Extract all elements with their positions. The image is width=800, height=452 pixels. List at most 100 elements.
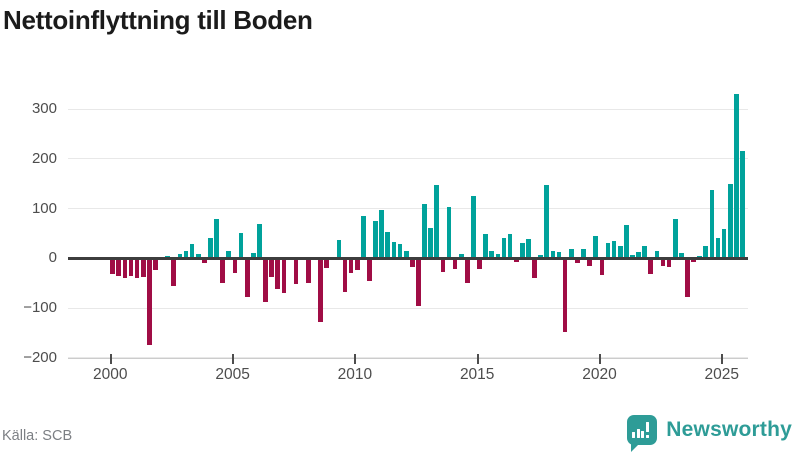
bar — [666, 258, 672, 267]
bar — [434, 184, 440, 259]
bar — [220, 258, 226, 283]
bar — [238, 233, 244, 259]
bar — [416, 258, 421, 306]
y-tick-label: 200 — [31, 149, 57, 167]
bar — [452, 258, 458, 270]
bar — [740, 151, 745, 259]
bar — [214, 218, 219, 259]
bar — [153, 258, 158, 271]
bar — [428, 228, 433, 259]
bar — [477, 258, 482, 270]
bar — [183, 250, 189, 259]
bar — [263, 258, 268, 302]
bar — [379, 209, 385, 259]
bar — [538, 254, 544, 259]
bar — [385, 232, 391, 259]
speech-bubble-tail — [631, 444, 640, 452]
x-axis-tick — [476, 353, 479, 364]
x-tick-label: 2025 — [704, 366, 740, 384]
zero-line — [68, 257, 748, 260]
x-tick-label: 2010 — [337, 366, 373, 384]
bar — [727, 183, 733, 259]
bar — [562, 258, 568, 333]
bar — [623, 224, 629, 259]
bar — [691, 258, 696, 262]
bar — [593, 235, 599, 259]
bar — [134, 258, 140, 278]
bar — [520, 243, 525, 259]
bar — [507, 233, 513, 259]
y-tick-label: −200 — [23, 348, 57, 366]
bar — [409, 258, 415, 267]
x-tick-label: 2015 — [459, 366, 495, 384]
gridline — [68, 357, 748, 359]
bar — [171, 258, 177, 287]
bar — [244, 258, 250, 298]
x-axis-tick — [232, 353, 235, 364]
bar — [703, 245, 709, 259]
bar — [305, 258, 311, 283]
bar — [544, 184, 550, 259]
gridline — [68, 208, 748, 210]
bar — [397, 243, 403, 259]
bar — [422, 203, 427, 259]
bar — [226, 250, 232, 259]
bar — [367, 258, 372, 281]
bar — [177, 254, 183, 259]
bar — [458, 253, 464, 259]
bar — [116, 258, 122, 276]
bar — [257, 224, 262, 259]
bar — [587, 258, 592, 266]
y-tick-label: 300 — [31, 100, 57, 118]
bar — [336, 239, 342, 259]
bar — [605, 243, 611, 259]
bar — [489, 250, 495, 259]
bar — [250, 253, 256, 259]
bar — [630, 254, 635, 259]
bar — [275, 258, 281, 290]
bar — [342, 258, 348, 293]
bar — [140, 258, 146, 278]
source-label: Källa: SCB — [2, 428, 73, 444]
bar — [281, 258, 287, 294]
bar — [660, 258, 666, 266]
x-tick-label: 2000 — [93, 366, 128, 384]
gridline — [68, 158, 748, 160]
bar — [721, 228, 727, 259]
bar — [195, 254, 201, 259]
bar — [446, 207, 452, 259]
bar — [483, 233, 488, 259]
bar — [348, 258, 354, 273]
bar — [146, 258, 152, 346]
bar — [471, 196, 476, 259]
bar — [232, 258, 238, 273]
x-axis-tick — [354, 353, 357, 364]
bar — [611, 240, 617, 259]
bar — [526, 239, 531, 259]
chart-title: Nettoinflyttning till Boden — [3, 5, 313, 35]
bar — [495, 254, 501, 259]
bar — [464, 258, 470, 283]
bar — [642, 245, 647, 259]
x-axis-tick — [721, 353, 724, 364]
x-axis-tick — [599, 353, 601, 364]
bar — [568, 249, 574, 259]
bar — [373, 220, 378, 259]
bar — [556, 252, 562, 259]
x-tick-label: 2020 — [582, 366, 617, 384]
bar — [575, 258, 580, 264]
y-tick-label: 0 — [48, 249, 57, 267]
newsworthy-bubble-chart-icon — [627, 415, 658, 452]
bar — [654, 250, 660, 259]
gridline — [68, 108, 748, 110]
bar — [440, 258, 446, 272]
bar — [208, 237, 213, 259]
bar — [391, 241, 397, 259]
bar — [189, 244, 195, 259]
bar — [110, 258, 115, 275]
y-tick-label: −100 — [23, 299, 57, 317]
newsworthy-logo-text: Newsworthy — [666, 418, 792, 441]
bar — [550, 250, 556, 259]
bar — [672, 218, 678, 259]
bar — [685, 258, 690, 298]
